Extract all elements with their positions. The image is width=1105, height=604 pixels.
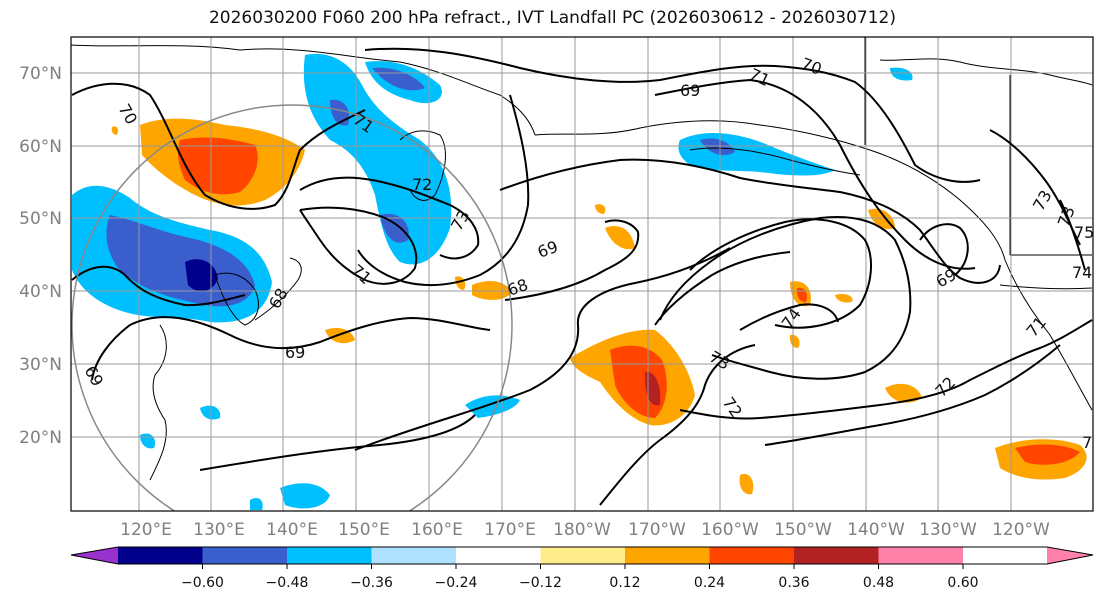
- lon-label: 130°E: [193, 520, 245, 540]
- lat-label: 70°N: [19, 64, 62, 84]
- colorbar-arrow-left: [71, 547, 118, 564]
- contour-lines: [71, 47, 1093, 506]
- lat-labels: 70°N 60°N 50°N 40°N 30°N 20°N: [19, 64, 62, 448]
- lon-label: 170°W: [628, 520, 686, 540]
- positive-shading: [111, 118, 1087, 495]
- colorbar-tick-label: 0.12: [609, 575, 640, 591]
- colorbar-tick-label: −0.12: [519, 575, 562, 591]
- lon-label: 140°E: [266, 520, 318, 540]
- colorbar-tick-label: −0.60: [181, 575, 224, 591]
- map-frame: [70, 36, 1094, 512]
- colorbar-segment: [794, 547, 879, 564]
- contour-label: 75: [1074, 223, 1094, 242]
- lat-label: 40°N: [19, 282, 62, 302]
- colorbar-segment: [709, 547, 794, 564]
- lon-label: 170°E: [484, 520, 536, 540]
- lon-label: 130°W: [919, 520, 977, 540]
- contour-label: 7: [1082, 433, 1092, 452]
- colorbar: −0.60 −0.48 −0.36 −0.24 −0.12 0.12 0.24 …: [70, 546, 1094, 591]
- negative-shading: [72, 53, 913, 510]
- contour-label: 72: [412, 175, 432, 194]
- lon-label: 140°W: [847, 520, 905, 540]
- coastlines: [71, 37, 1093, 481]
- colorbar-segment: [202, 547, 287, 564]
- colorbar-segment: [118, 547, 203, 564]
- lat-label: 50°N: [19, 209, 62, 229]
- lon-label: 120°W: [992, 520, 1050, 540]
- colorbar-tick-label: 0.36: [778, 575, 809, 591]
- contour-label: 69: [680, 81, 700, 100]
- contour-label: 74: [1072, 263, 1092, 282]
- colorbar-segment: [625, 547, 710, 564]
- lat-label: 60°N: [19, 137, 62, 157]
- colorbar-segment: [540, 547, 625, 564]
- lat-label: 20°N: [19, 428, 62, 448]
- lon-label: 180°W: [553, 520, 611, 540]
- colorbar-ticks: [202, 564, 964, 569]
- colorbar-segment: [287, 547, 372, 564]
- radius-circle: [71, 104, 513, 511]
- colorbar-outline: [70, 546, 1094, 565]
- lon-label: 160°E: [411, 520, 463, 540]
- graticule: [71, 37, 1093, 511]
- colorbar-arrow-right: [1047, 547, 1093, 564]
- colorbar-segment: [878, 547, 963, 564]
- colorbar-tick-label: 0.24: [694, 575, 725, 591]
- lon-labels: 120°E 130°E 140°E 150°E 160°E 170°E 180°…: [120, 520, 1050, 540]
- lat-label: 30°N: [19, 355, 62, 375]
- lon-label: 150°E: [338, 520, 390, 540]
- lon-label: 150°W: [774, 520, 832, 540]
- colorbar-tick-label: −0.48: [266, 575, 309, 591]
- colorbar-tick-label: −0.24: [435, 575, 478, 591]
- colorbar-tick-label: −0.36: [350, 575, 393, 591]
- lon-label: 120°E: [120, 520, 172, 540]
- map-title: 2026030200 F060 200 hPa refract., IVT La…: [208, 8, 896, 28]
- colorbar-tick-label: 0.48: [863, 575, 894, 591]
- colorbar-segment: [371, 547, 456, 564]
- contour-label: 69: [285, 343, 305, 362]
- colorbar-segment: [456, 547, 541, 564]
- lon-label: 160°W: [701, 520, 759, 540]
- colorbar-tick-label: 0.60: [947, 575, 978, 591]
